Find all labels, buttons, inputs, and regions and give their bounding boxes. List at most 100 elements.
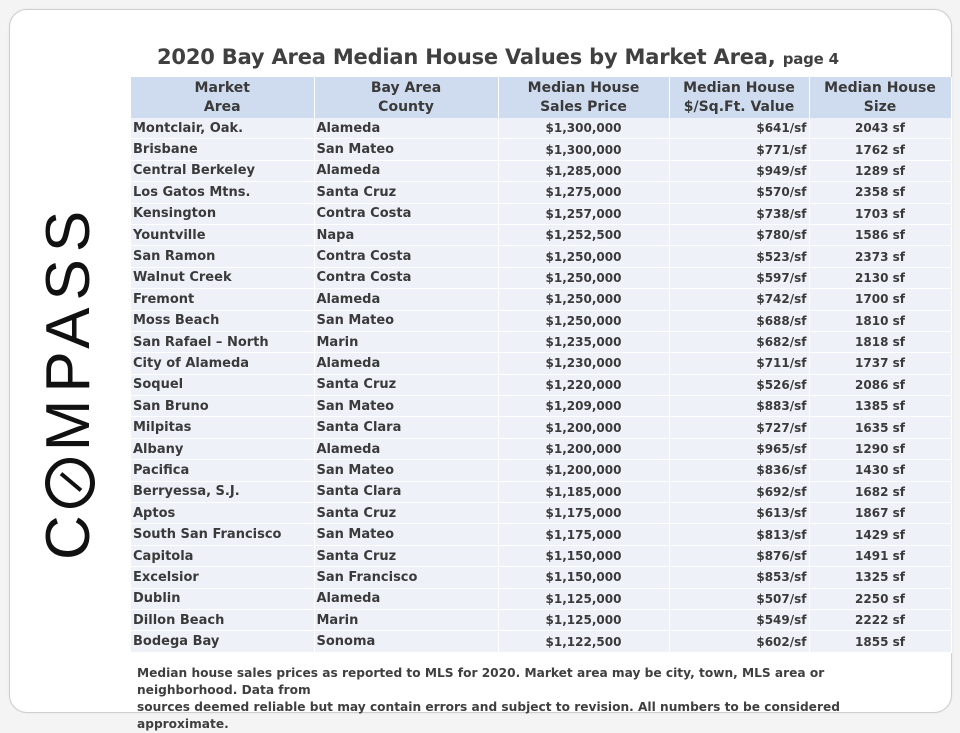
cell-market-area: Dublin (131, 588, 315, 610)
table-row: Pacifica San Mateo $1,200,000 $836/sf 1430 s… (131, 459, 952, 482)
cell-size: 1429 sf (809, 523, 952, 546)
cell-size: 1682 sf (809, 481, 952, 504)
cell-county: Alameda (314, 118, 499, 140)
cell-size: 2373 sf (809, 245, 952, 268)
cell-price-per-sqft: $727/sf (669, 416, 810, 439)
table-row: Aptos Santa Cruz $1,175,000 $613/sf 1867 sf (131, 502, 952, 525)
cell-county: Alameda (314, 352, 499, 375)
table-row: Bodega Bay Sonoma $1,122,500 $602/sf 1855 sf (131, 630, 952, 653)
cell-size: 1700 sf (809, 288, 952, 311)
cell-county: San Mateo (314, 138, 499, 161)
table-row: San Ramon Contra Costa $1,250,000 $523/sf 23… (131, 245, 952, 268)
cell-sales-price: $1,250,000 (498, 245, 670, 268)
header-market-area: Market Area (131, 77, 315, 118)
cell-size: 1430 sf (809, 459, 952, 482)
cell-county: Santa Cruz (314, 545, 499, 568)
cell-price-per-sqft: $602/sf (669, 630, 810, 653)
cell-county: Alameda (314, 160, 499, 183)
cell-size: 2250 sf (809, 588, 952, 610)
median-values-table: Market Area Bay Area County Median House Sa… (131, 77, 952, 653)
cell-market-area: Brisbane (131, 138, 315, 161)
title-main: 2020 Bay Area Median House Values by Mar… (157, 45, 776, 69)
cell-sales-price: $1,200,000 (498, 416, 670, 439)
cell-county: San Mateo (314, 395, 499, 418)
cell-sales-price: $1,252,500 (498, 224, 670, 247)
cell-county: San Francisco (314, 566, 499, 589)
cell-size: 1289 sf (809, 160, 952, 183)
cell-market-area: Capitola (131, 545, 315, 568)
cell-price-per-sqft: $570/sf (669, 181, 810, 204)
cell-sales-price: $1,200,000 (498, 459, 670, 482)
cell-county: Alameda (314, 588, 499, 610)
cell-sales-price: $1,275,000 (498, 181, 670, 204)
cell-market-area: San Rafael – North (131, 331, 315, 354)
table-row: Walnut Creek Contra Costa $1,250,000 $597/s… (131, 267, 952, 290)
cell-sales-price: $1,175,000 (498, 523, 670, 546)
cell-market-area: Walnut Creek (131, 267, 315, 290)
cell-size: 1290 sf (809, 438, 952, 461)
cell-county: San Mateo (314, 459, 499, 482)
table-row: San Rafael – North Marin $1,235,000 $682/sf… (131, 331, 952, 354)
cell-sales-price: $1,122,500 (498, 630, 670, 653)
cell-sales-price: $1,150,000 (498, 545, 670, 568)
table-row: Excelsior San Francisco $1,150,000 $853/sf 1… (131, 566, 952, 589)
table-row: Kensington Contra Costa $1,257,000 $738/sf 1… (131, 203, 952, 225)
cell-market-area: Pacifica (131, 459, 315, 482)
cell-market-area: Soquel (131, 374, 315, 397)
cell-sales-price: $1,230,000 (498, 352, 670, 375)
cell-size: 2130 sf (809, 267, 952, 290)
cell-county: Santa Cruz (314, 181, 499, 204)
cell-sales-price: $1,185,000 (498, 481, 670, 504)
cell-size: 1635 sf (809, 416, 952, 439)
cell-price-per-sqft: $688/sf (669, 310, 810, 332)
cell-sales-price: $1,200,000 (498, 438, 670, 461)
cell-county: Sonoma (314, 630, 499, 653)
cell-price-per-sqft: $949/sf (669, 160, 810, 183)
cell-market-area: Fremont (131, 288, 315, 311)
cell-price-per-sqft: $883/sf (669, 395, 810, 418)
cell-sales-price: $1,300,000 (498, 118, 670, 140)
footnote-line-2: sources deemed reliable but may contain … (137, 700, 840, 731)
cell-sales-price: $1,257,000 (498, 203, 670, 225)
footnote: Median house sales prices as reported to… (137, 665, 917, 733)
cell-county: Contra Costa (314, 203, 499, 225)
cell-price-per-sqft: $965/sf (669, 438, 810, 461)
cell-market-area: Montclair, Oak. (131, 118, 315, 140)
cell-size: 1810 sf (809, 310, 952, 332)
cell-sales-price: $1,150,000 (498, 566, 670, 589)
cell-sales-price: $1,125,000 (498, 588, 670, 610)
cell-county: Contra Costa (314, 267, 499, 290)
cell-size: 1703 sf (809, 203, 952, 225)
cell-price-per-sqft: $526/sf (669, 374, 810, 397)
cell-price-per-sqft: $507/sf (669, 588, 810, 610)
cell-size: 2086 sf (809, 374, 952, 397)
cell-size: 1385 sf (809, 395, 952, 418)
cell-size: 1586 sf (809, 224, 952, 247)
cell-market-area: Berryessa, S.J. (131, 481, 315, 504)
cell-market-area: San Bruno (131, 395, 315, 418)
table-row: Milpitas Santa Clara $1,200,000 $727/sf 1635… (131, 416, 952, 439)
cell-market-area: Dillon Beach (131, 609, 315, 632)
table-row: Fremont Alameda $1,250,000 $742/sf 1700 sf (131, 288, 952, 311)
cell-market-area: Albany (131, 438, 315, 461)
cell-market-area: San Ramon (131, 245, 315, 268)
cell-sales-price: $1,300,000 (498, 138, 670, 161)
table-row: Soquel Santa Cruz $1,220,000 $526/sf 2086 sf (131, 374, 952, 397)
table-row: Moss Beach San Mateo $1,250,000 $688/sf 1810… (131, 310, 952, 332)
cell-market-area: Los Gatos Mtns. (131, 181, 315, 204)
table-row: Brisbane San Mateo $1,300,000 $771/sf 1762 s… (131, 138, 952, 161)
cell-market-area: Aptos (131, 502, 315, 525)
table-row: City of Alameda Alameda $1,230,000 $711/sf 1… (131, 352, 952, 375)
cell-price-per-sqft: $613/sf (669, 502, 810, 525)
table-row: Dublin Alameda $1,125,000 $507/sf 2250 sf (131, 588, 952, 610)
cell-county: Napa (314, 224, 499, 247)
header-size: Median House Size (809, 77, 952, 118)
table-row: Los Gatos Mtns. Santa Cruz $1,275,000 $570/… (131, 181, 952, 204)
table-row: Yountville Napa $1,252,500 $780/sf 1586 sf (131, 224, 952, 247)
cell-sales-price: $1,250,000 (498, 310, 670, 332)
cell-size: 1491 sf (809, 545, 952, 568)
cell-size: 1818 sf (809, 331, 952, 354)
cell-market-area: South San Francisco (131, 523, 315, 546)
cell-sales-price: $1,209,000 (498, 395, 670, 418)
cell-price-per-sqft: $738/sf (669, 203, 810, 225)
